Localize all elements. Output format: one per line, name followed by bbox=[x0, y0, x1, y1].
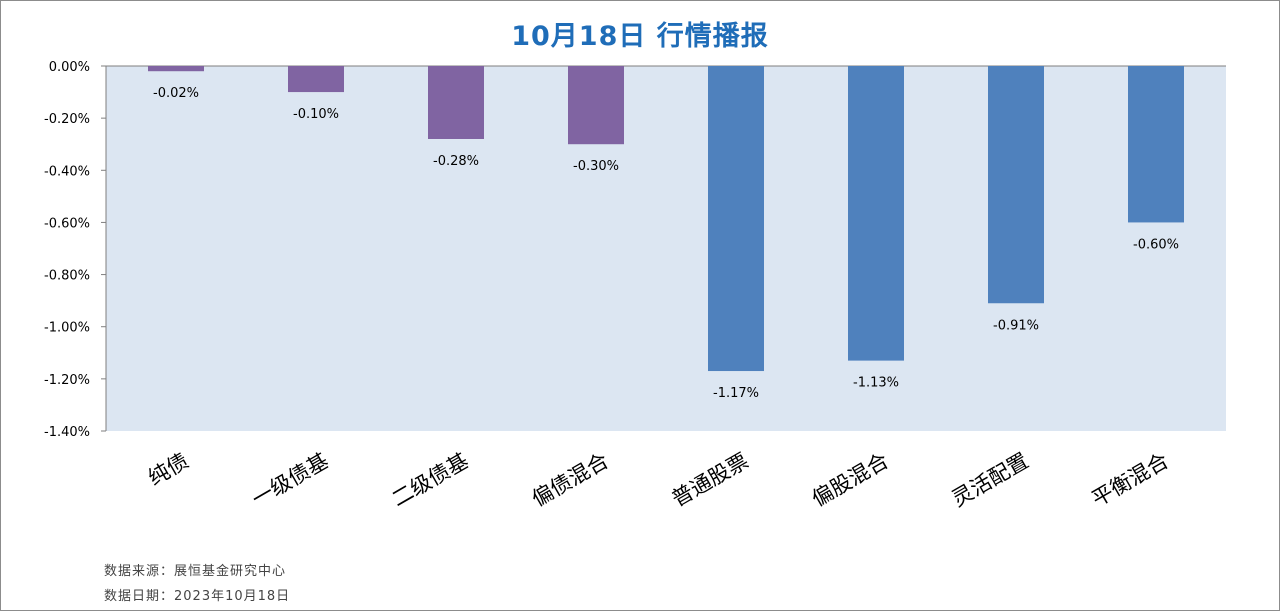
date-note: 数据日期：2023年10月18日 bbox=[104, 589, 291, 604]
bar bbox=[1128, 66, 1184, 223]
data-label: -1.17% bbox=[713, 386, 759, 401]
x-category-label: 偏股混合 bbox=[808, 449, 893, 512]
data-label: -0.02% bbox=[153, 86, 199, 101]
data-label: -0.91% bbox=[993, 318, 1039, 333]
y-tick-label: -1.00% bbox=[44, 321, 90, 336]
chart-title: 10月18日 行情播报 bbox=[511, 21, 769, 52]
y-tick-label: -0.60% bbox=[44, 216, 90, 231]
data-label: -0.60% bbox=[1133, 237, 1179, 252]
bar bbox=[708, 66, 764, 372]
bar bbox=[288, 66, 344, 93]
y-tick-label: -1.20% bbox=[44, 373, 90, 388]
data-label: -0.30% bbox=[573, 159, 619, 174]
y-tick-label: -0.80% bbox=[44, 269, 90, 284]
x-category-label: 平衡混合 bbox=[1088, 449, 1173, 512]
plot-area bbox=[106, 66, 1226, 431]
y-axis-ticks: 0.00% -0.20% -0.40% -0.60% -0.80% -1.00% -1.20… bbox=[44, 60, 106, 440]
bar bbox=[848, 66, 904, 361]
bar bbox=[148, 66, 204, 72]
y-tick-label: -0.20% bbox=[44, 112, 90, 127]
x-axis-labels: 纯债 一级债基 二级债基 偏债混合 普通股票 偏股混合 灵活配置 平衡混合 bbox=[144, 449, 1172, 512]
data-label: -1.13% bbox=[853, 376, 899, 391]
y-tick-label: 0.00% bbox=[49, 60, 90, 75]
x-category-label: 一级债基 bbox=[248, 449, 333, 512]
x-category-label: 偏债混合 bbox=[528, 449, 613, 512]
source-note: 数据来源：展恒基金研究中心 bbox=[104, 564, 287, 579]
y-tick-label: -1.40% bbox=[44, 425, 90, 440]
bars bbox=[148, 66, 1184, 372]
y-tick-label: -0.40% bbox=[44, 164, 90, 179]
x-category-label: 灵活配置 bbox=[948, 449, 1033, 512]
x-category-label: 纯债 bbox=[144, 449, 192, 491]
x-category-label: 二级债基 bbox=[388, 449, 473, 512]
bar bbox=[988, 66, 1044, 304]
data-label: -0.10% bbox=[293, 107, 339, 122]
bar bbox=[428, 66, 484, 139]
data-label: -0.28% bbox=[433, 154, 479, 169]
data-labels: -0.02% -0.10% -0.28% -0.30% -1.17% -1.13% -0.9… bbox=[153, 86, 1179, 401]
bar bbox=[568, 66, 624, 145]
x-category-label: 普通股票 bbox=[668, 449, 753, 512]
